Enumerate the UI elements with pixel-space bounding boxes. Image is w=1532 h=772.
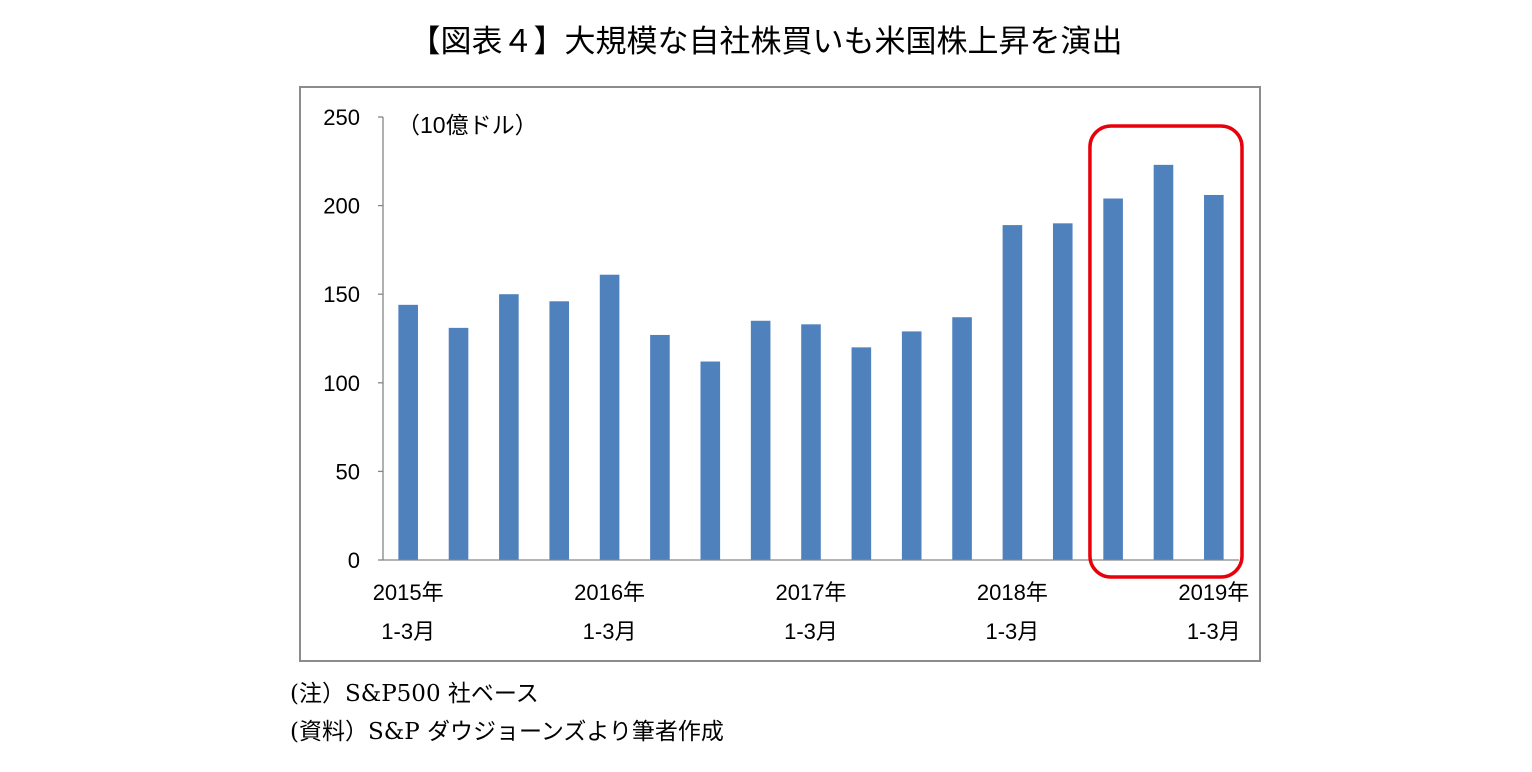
bar: [1204, 194, 1224, 560]
x-tick-label-year: 2017年: [776, 580, 847, 605]
bar: [1052, 223, 1073, 560]
highlight-rectangle: [1088, 124, 1244, 579]
x-tick-label-year: 2019年: [1178, 580, 1249, 605]
bar: [1103, 198, 1123, 560]
bar: [700, 361, 721, 560]
bar: [801, 324, 821, 560]
y-tick-label: 50: [336, 459, 360, 484]
y-tick-label: 0: [348, 548, 360, 573]
x-axis: 2015年 1-3月 2016年 1-3月 2017年 1-3月 2018年 1-3月 2019…: [373, 559, 1249, 644]
bar: [448, 327, 469, 560]
bar: [901, 331, 922, 560]
bar-series: [398, 164, 1224, 561]
y-tick-label: 250: [323, 105, 360, 130]
x-tick-label-months: 1-3月: [381, 619, 435, 644]
bar: [499, 294, 519, 560]
bar: [952, 317, 972, 560]
highlight-box: [1088, 124, 1244, 579]
bar: [851, 347, 872, 560]
y-tick-label: 200: [323, 194, 360, 219]
footnote: (注）S&P500 社ベース: [290, 681, 539, 707]
x-tick-label-months: 1-3月: [583, 619, 637, 644]
bar: [750, 320, 771, 560]
x-tick-label-months: 1-3月: [986, 619, 1040, 644]
unit-label: （10億ドル）: [397, 112, 538, 138]
x-tick-label-year: 2015年: [373, 580, 444, 605]
bar-chart: 0 50 100 150 200 250 2015年 1-3月 2016年 1-3月 2017年 1…: [323, 105, 1249, 644]
bar: [650, 334, 670, 560]
chart-frame: 0 50 100 150 200 250 2015年 1-3月 2016年 1-3月 2017年 1…: [299, 86, 1261, 662]
y-axis: 0 50 100 150 200 250: [323, 105, 384, 573]
y-tick-label: 100: [323, 371, 360, 396]
bar: [599, 274, 620, 560]
x-tick-label-months: 1-3月: [1187, 619, 1241, 644]
source-note: (資料）S&P ダウジョーンズより筆者作成: [290, 719, 724, 745]
bar: [1002, 225, 1023, 561]
x-tick-label-year: 2016年: [574, 580, 645, 605]
x-tick-label-year: 2018年: [977, 580, 1048, 605]
x-tick-label-months: 1-3月: [784, 619, 838, 644]
bar: [549, 301, 570, 560]
chart-title: 【図表４】大規模な自社株買いも米国株上昇を演出: [409, 24, 1123, 60]
y-tick-label: 150: [323, 282, 360, 307]
bar: [1153, 164, 1174, 560]
bar: [398, 304, 418, 560]
